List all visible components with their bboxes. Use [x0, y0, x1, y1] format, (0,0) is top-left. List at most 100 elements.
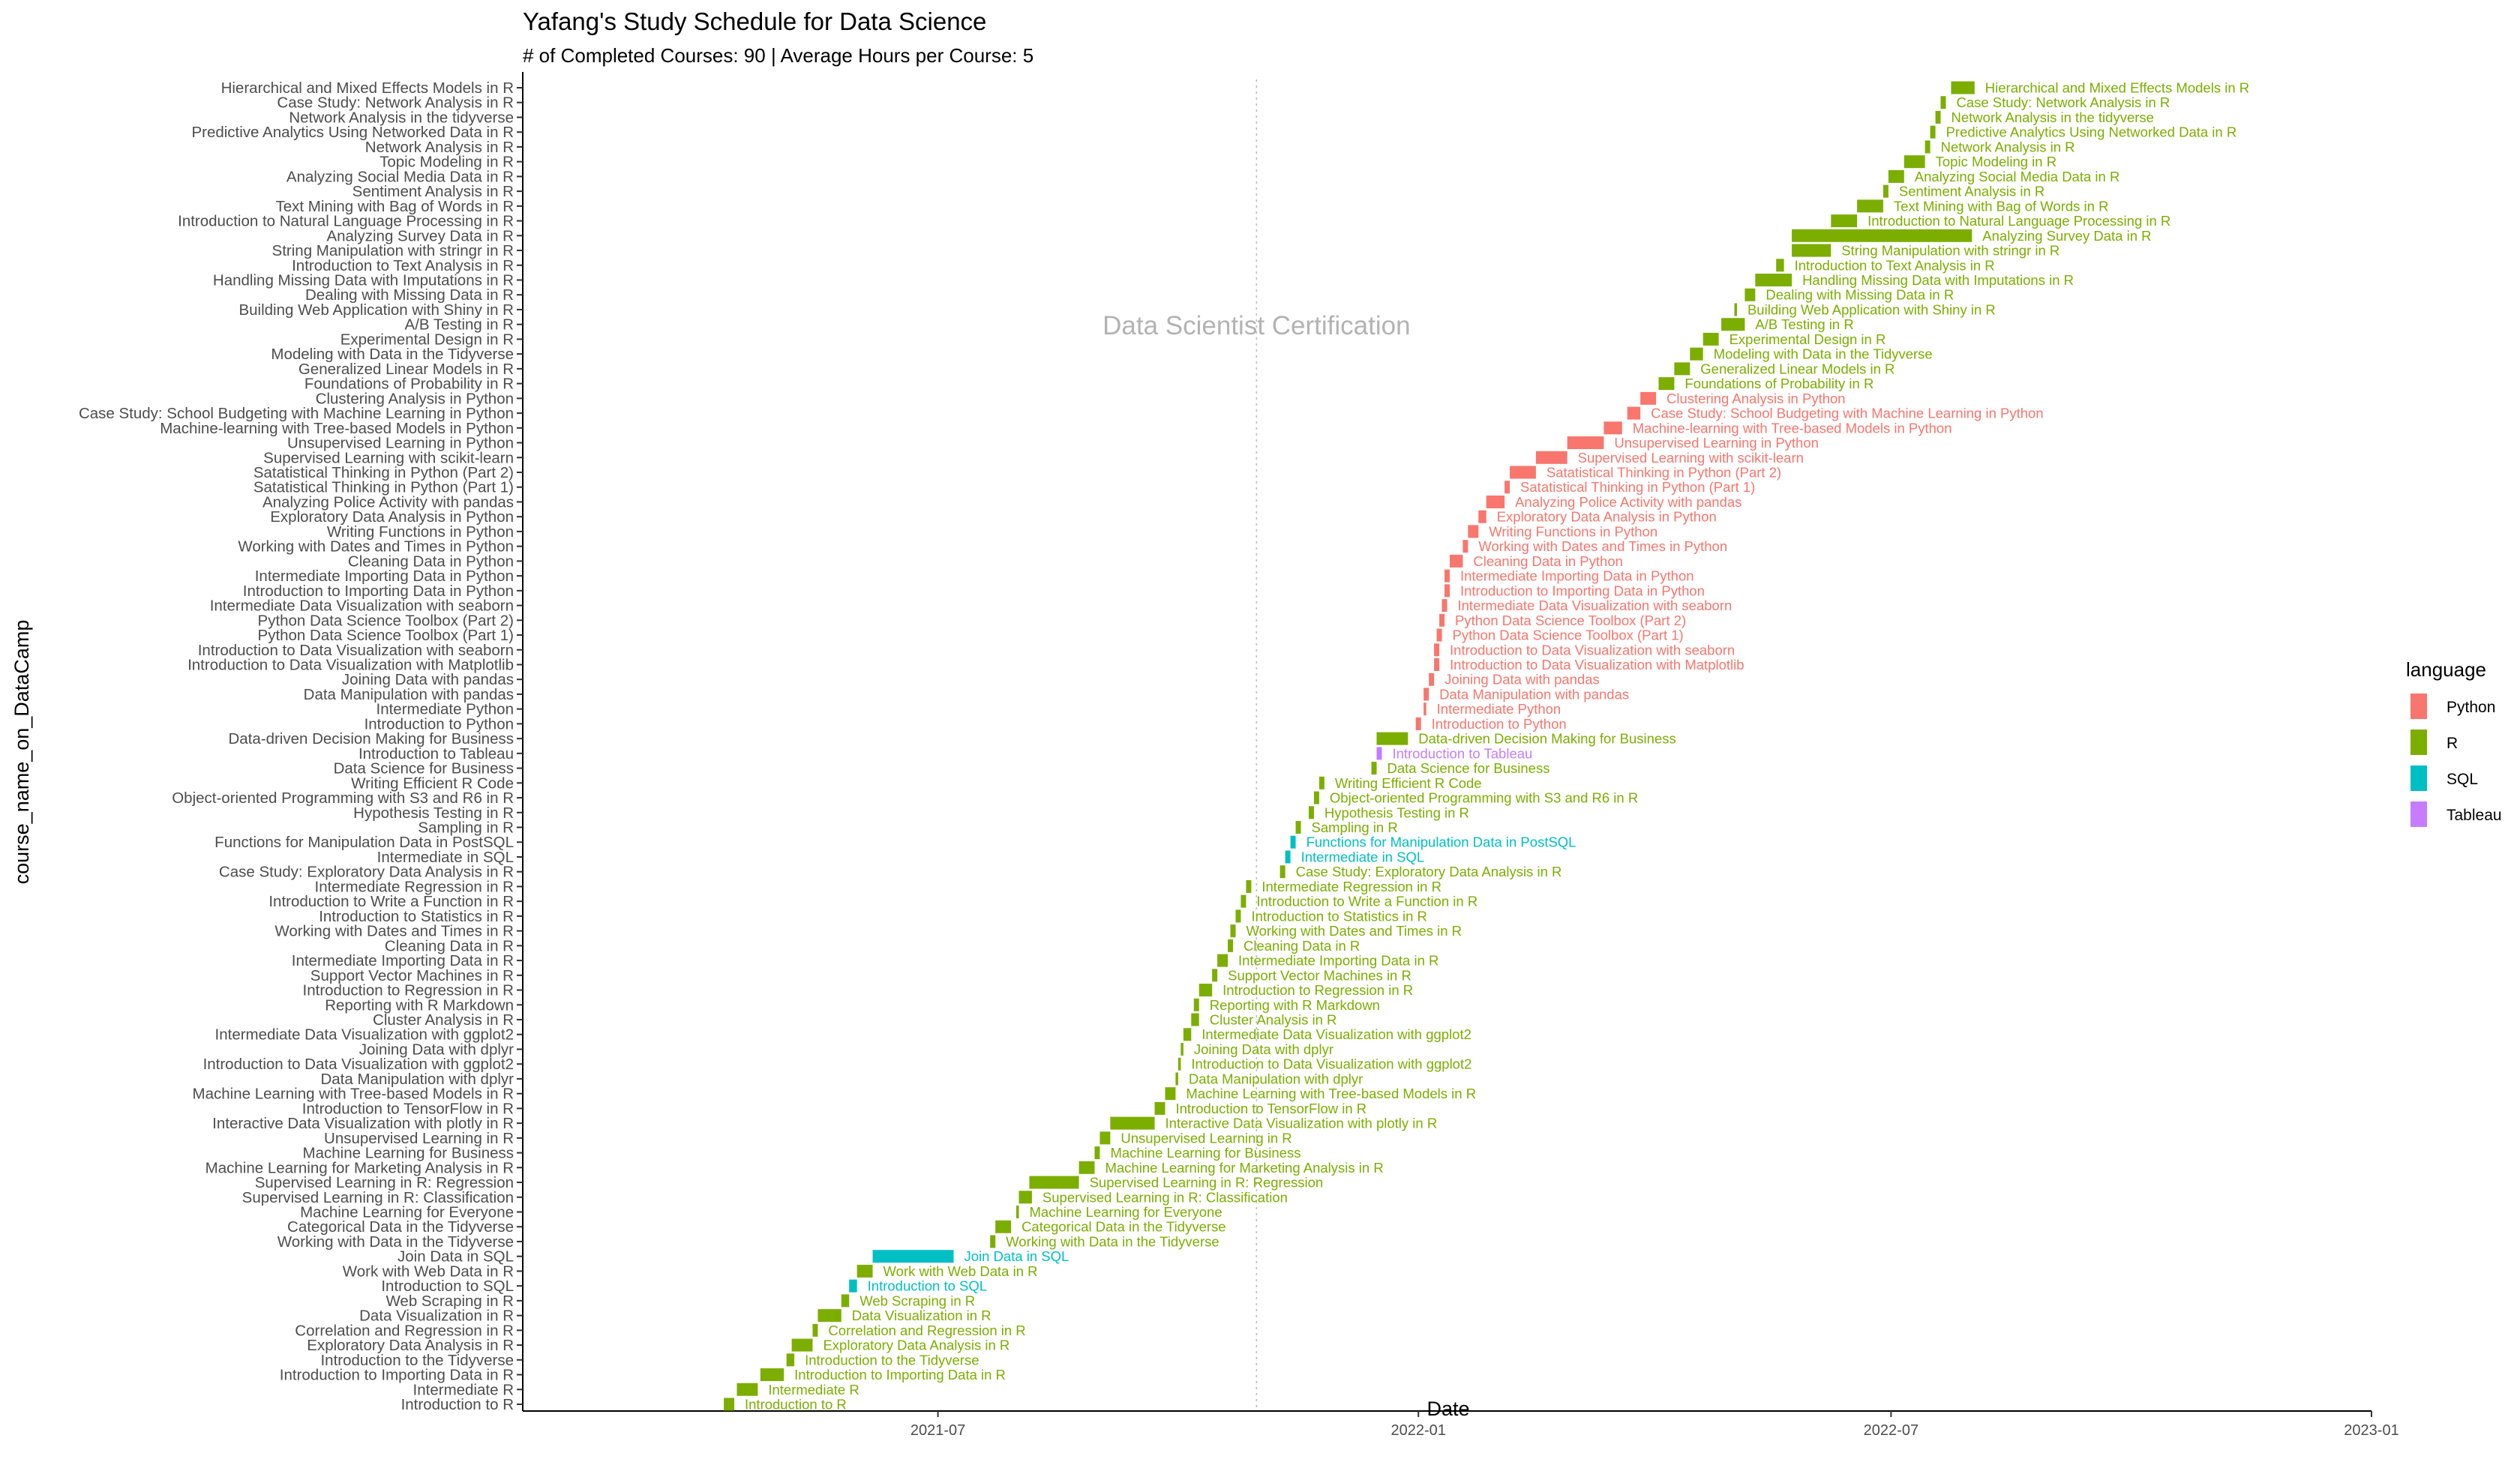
y-tick-label: Analyzing Survey Data in R	[326, 227, 514, 244]
course-bar-label: Cleaning Data in R	[1244, 938, 1360, 954]
y-tick-label: Supervised Learning with scikit-learn	[263, 449, 514, 466]
course-bar-label: Supervised Learning in R: Classification	[1042, 1189, 1288, 1205]
course-bar	[1295, 821, 1301, 834]
course-bar	[1165, 1087, 1176, 1101]
course-bar-label: Introduction to Tableau	[1392, 745, 1532, 761]
course-bar	[1029, 1176, 1079, 1189]
course-bar	[1308, 806, 1314, 819]
y-tick-label: Generalized Linear Models in R	[298, 361, 514, 378]
course-bar	[1690, 347, 1703, 361]
y-tick-label: Machine Learning with Tree-based Models …	[193, 1086, 514, 1103]
course-bar	[1604, 421, 1622, 435]
legend-label: SQL	[2446, 771, 2478, 788]
course-bar-label: Dealing with Missing Data in R	[1766, 287, 1954, 303]
course-bar-label: Foundations of Probability in R	[1684, 376, 1874, 391]
course-bar	[1183, 1028, 1192, 1041]
course-bar-label: Data Manipulation with dplyr	[1189, 1071, 1363, 1086]
course-bar-label: Data Manipulation with pandas	[1439, 686, 1629, 702]
course-bar-label: Case Study: Exploratory Data Analysis in…	[1296, 864, 1562, 879]
course-bar	[1640, 391, 1657, 405]
course-bar	[1280, 865, 1286, 879]
y-axis-title: course_name_on_DataCamp	[10, 620, 33, 885]
course-bar-label: Introduction to Importing Data in Python	[1460, 583, 1705, 598]
y-tick-label: Python Data Science Toolbox (Part 1)	[258, 627, 514, 644]
course-bar	[1755, 273, 1792, 286]
course-bar	[1674, 362, 1690, 376]
course-bar	[1776, 259, 1784, 272]
y-tick-label: Writing Efficient R Code	[351, 774, 514, 792]
course-bar-label: Web Scraping in R	[860, 1293, 975, 1308]
chart-title: Yafang's Study Schedule for Data Science	[523, 7, 986, 35]
course-bar-label: Working with Data in the Tidyverse	[1006, 1233, 1219, 1249]
course-bar-label: Intermediate Regression in R	[1262, 879, 1442, 894]
course-bar-label: Sentiment Analysis in R	[1899, 184, 2044, 199]
course-bar-label: Interactive Data Visualization with plot…	[1166, 1116, 1438, 1131]
course-bar-label: Predictive Analytics Using Networked Dat…	[1946, 124, 2237, 140]
y-tick-label: Predictive Analytics Using Networked Dat…	[191, 124, 514, 141]
course-bar	[736, 1383, 758, 1396]
y-tick-label: String Manipulation with stringr in R	[272, 242, 514, 259]
y-tick-label: Building Web Application with Shiny in R	[238, 301, 514, 319]
legend-swatch	[2410, 694, 2427, 719]
course-bar-label: Writing Efficient R Code	[1335, 775, 1482, 791]
course-bar	[1217, 954, 1228, 967]
course-bar-label: Reporting with R Markdown	[1210, 997, 1380, 1013]
course-bar	[1734, 303, 1737, 316]
course-bar-label: Work with Web Data in R	[884, 1263, 1038, 1279]
course-bar	[1016, 1206, 1019, 1219]
y-tick-label: Cluster Analysis in R	[373, 1011, 514, 1029]
y-tick-label: Introduction to Importing Data in R	[280, 1367, 514, 1384]
y-tick-label: Introduction to Write a Function in R	[268, 893, 514, 910]
course-bar	[1228, 939, 1234, 952]
course-bar	[1212, 969, 1218, 982]
course-bar	[1285, 850, 1291, 864]
course-bar-label: Categorical Data in the Tidyverse	[1022, 1219, 1226, 1235]
y-tick-label: Handling Missing Data with Imputations i…	[213, 271, 514, 289]
course-bar-label: Exploratory Data Analysis in R	[823, 1338, 1010, 1353]
course-bar-label: Data Science for Business	[1387, 760, 1550, 776]
y-tick-label: Data-driven Decision Making for Business	[228, 730, 514, 747]
course-bar	[1434, 658, 1440, 671]
course-bar	[995, 1220, 1012, 1233]
y-tick-label: Introduction to the Tidyverse	[320, 1352, 514, 1369]
course-bar	[1882, 184, 1888, 198]
course-bar-label: Machine Learning for Everyone	[1030, 1204, 1222, 1220]
course-bar-label: Working with Dates and Times in Python	[1478, 538, 1727, 554]
course-bar	[786, 1353, 795, 1367]
course-bar-label: Cleaning Data in Python	[1473, 553, 1623, 569]
course-bar-label: Case Study: Network Analysis in R	[1956, 94, 2170, 110]
course-bar	[990, 1235, 996, 1248]
course-bar	[760, 1368, 784, 1382]
y-tick-label: Satatistical Thinking in Python (Part 2)	[254, 464, 514, 481]
y-tick-label: Interactive Data Visualization with plot…	[212, 1115, 514, 1132]
y-tick-label: Exploratory Data Analysis in Python	[270, 508, 514, 526]
course-bar-label: Supervised Learning in R: Regression	[1090, 1175, 1324, 1191]
course-bar-label: Unsupervised Learning in R	[1120, 1130, 1292, 1146]
course-bar	[1078, 1161, 1095, 1174]
y-tick-label: Introduction to Text Analysis in R	[292, 257, 514, 274]
course-bar-label: Data-driven Decision Making for Business	[1418, 731, 1676, 747]
course-bar	[1318, 776, 1324, 789]
course-bar	[1230, 924, 1236, 938]
y-tick-label: Analyzing Social Media Data in R	[286, 168, 514, 185]
legend-swatch	[2410, 801, 2427, 827]
course-bar	[1535, 451, 1568, 464]
y-tick-label: Introduction to R	[401, 1396, 514, 1413]
course-bar-label: Building Web Application with Shiny in R	[1748, 301, 1996, 317]
y-tick-label: Topic Modeling in R	[380, 154, 514, 171]
course-bar	[1721, 318, 1745, 331]
course-bar-label: Join Data in SQL	[964, 1248, 1069, 1264]
course-bar-label: Analyzing Police Activity with pandas	[1515, 494, 1742, 510]
course-bar-label: Intermediate Data Visualization with ggp…	[1202, 1026, 1472, 1042]
y-tick-label: Introduction to Tableau	[358, 745, 514, 762]
y-tick-label: Intermediate Data Visualization with ggp…	[215, 1026, 514, 1044]
y-tick-label: Introduction to Importing Data in Python	[243, 583, 514, 600]
course-bar-label: Data Visualization in R	[852, 1308, 992, 1323]
course-bar-label: Python Data Science Toolbox (Part 1)	[1453, 628, 1684, 643]
course-bar	[1178, 1057, 1181, 1071]
y-tick-label: Categorical Data in the Tidyverse	[287, 1218, 514, 1236]
course-bar-label: Introduction to R	[745, 1397, 847, 1413]
course-bar	[1702, 332, 1719, 346]
course-bar-label: Experimental Design in R	[1730, 331, 1886, 347]
legend-title: language	[2406, 658, 2486, 681]
